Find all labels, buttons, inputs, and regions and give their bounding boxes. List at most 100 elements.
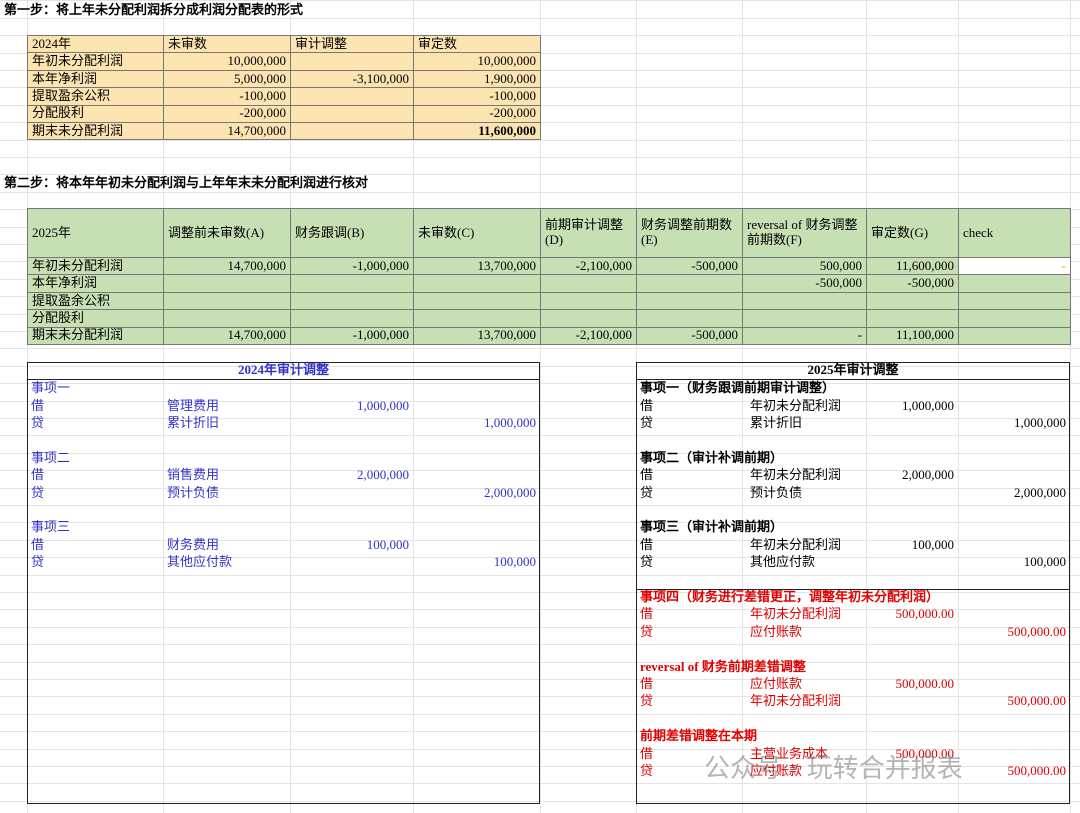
table-cell: 1,900,000 [413, 69, 541, 89]
grid-line [0, 348, 1080, 350]
box-title: 2025年审计调整 [636, 362, 1070, 381]
table-cell: -2,100,000 [540, 326, 637, 345]
table-cell [742, 309, 867, 328]
entry-side: 借 [31, 536, 45, 552]
entry-side: 贷 [640, 763, 654, 779]
account: 累计折旧 [750, 415, 803, 431]
account: 年初未分配利润 [750, 467, 842, 483]
credit [410, 537, 540, 554]
table-cell [290, 122, 414, 141]
step-title: 第一步：将上年未分配利润拆分成利润分配表的形式 [4, 1, 304, 17]
table-cell [636, 291, 743, 311]
debit [828, 624, 958, 641]
entry-side: 借 [31, 467, 45, 483]
credit: 1,000,000 [1014, 415, 1066, 431]
grid-line [0, 592, 1080, 593]
grid-line [0, 713, 1080, 715]
grid-line [0, 487, 1080, 489]
item-heading: reversal of 财务前期差错调整 [640, 658, 806, 674]
table-cell: -200,000 [413, 104, 541, 123]
table-cell [290, 104, 414, 123]
grid-line [0, 748, 1080, 750]
table-cell: 14,700,000 [163, 122, 291, 141]
table-cell [290, 274, 414, 293]
debit: 100,000 [911, 536, 954, 552]
header-cell: 审计调整 [290, 35, 414, 54]
grid-line [0, 766, 1080, 767]
box-title: 2024年审计调整 [27, 362, 540, 381]
table-cell: -500,000 [866, 274, 959, 293]
table-cell: -2,100,000 [540, 257, 637, 276]
grid-line [0, 696, 1080, 698]
header-cell: reversal of 财务调整前期数(F) [742, 208, 867, 258]
table-cell: 14,700,000 [163, 326, 291, 345]
grid-line [0, 191, 1080, 193]
account: 预计负债 [167, 484, 220, 500]
table-cell: 13,700,000 [413, 326, 541, 345]
credit: 500,000.00 [1007, 693, 1067, 709]
debit: 500,000.00 [895, 676, 955, 692]
table-cell [290, 291, 414, 311]
header-cell: 财务跟调(B) [290, 208, 414, 258]
table-cell: 10,000,000 [413, 52, 541, 71]
account: 年初未分配利润 [750, 606, 842, 622]
table-cell [290, 87, 414, 106]
table-cell: 年初未分配利润 [27, 257, 164, 276]
grid-line [0, 539, 1080, 541]
table-cell: 5,000,000 [163, 69, 291, 89]
grid-line [0, 418, 1080, 419]
account: 财务费用 [167, 536, 220, 552]
table-cell: 11,600,000 [413, 122, 541, 141]
credit: 100,000 [493, 554, 536, 570]
step-title: 第二步：将本年年初未分配利润与上年年末未分配利润进行核对 [4, 174, 369, 190]
table-cell [866, 291, 959, 311]
debit: 500,000.00 [895, 745, 955, 761]
table-cell [540, 291, 637, 311]
entry-side: 贷 [640, 484, 654, 500]
grid-line [0, 731, 1080, 733]
grid-line [0, 365, 1080, 367]
entry-side: 借 [640, 536, 654, 552]
item-heading: 事项一 [31, 380, 71, 396]
item-heading: 事项二 [31, 449, 71, 465]
watermark: 公众号 · 玩转合并报表 [704, 754, 963, 785]
account: 应付账款 [750, 623, 803, 639]
account: 预计负债 [750, 484, 803, 500]
entry-side: 借 [640, 676, 654, 692]
table-cell: - [742, 326, 867, 345]
account: 年初未分配利润 [750, 536, 842, 552]
item-heading: 事项四（财务进行差错更正，调整年初未分配利润） [640, 589, 940, 605]
credit [940, 676, 1070, 693]
table-cell [540, 274, 637, 293]
table-cell: 10,000,000 [163, 52, 291, 71]
table-cell: -1,000,000 [290, 326, 414, 345]
debit: 100,000 [366, 536, 409, 552]
credit [940, 467, 1070, 484]
grid-line [413, 0, 414, 813]
grid-line [0, 800, 1080, 802]
grid-line [0, 679, 1080, 680]
divider [636, 588, 1070, 591]
debit [283, 415, 413, 432]
grid-line [0, 661, 1080, 663]
grid-line [866, 0, 867, 813]
table-cell [958, 291, 1071, 311]
table-cell: 500,000 [742, 257, 867, 276]
debit: 2,000,000 [902, 467, 954, 483]
table-cell: -500,000 [636, 257, 743, 276]
table-cell: - [958, 257, 1071, 276]
table-cell: 11,100,000 [866, 326, 959, 345]
entry-side: 贷 [31, 415, 45, 431]
header-cell: 前期审计调整(D) [540, 208, 637, 258]
table-cell: -100,000 [163, 87, 291, 106]
grid-line [0, 174, 1080, 176]
debit [828, 484, 958, 501]
grid-line [0, 505, 1080, 506]
table-cell [413, 291, 541, 311]
header-cell: 调整前未审数(A) [163, 208, 291, 258]
table-cell [540, 309, 637, 328]
credit: 500,000.00 [1007, 623, 1067, 639]
grid-line [0, 626, 1080, 628]
grid-line [540, 0, 541, 813]
account: 其他应付款 [167, 554, 233, 570]
